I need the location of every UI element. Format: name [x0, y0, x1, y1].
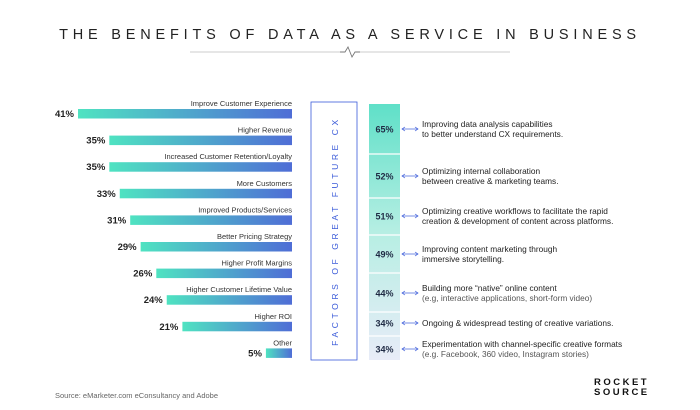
bar-10 [265, 348, 292, 358]
bar-value-label-6: 29% [118, 242, 138, 253]
connector-left-arrow-icon [401, 290, 406, 296]
factor-value-2: 52% [375, 172, 393, 182]
factors-value-band [369, 104, 400, 360]
bar-value-label-10: 5% [248, 348, 262, 359]
bar-category-label-4: More Customers [237, 179, 293, 188]
bar-value-label-1: 41% [55, 109, 75, 120]
connector-left-arrow-icon [401, 173, 406, 179]
bar-3 [109, 162, 292, 172]
bar-6 [140, 242, 292, 252]
bar-8 [166, 295, 292, 305]
factor-description-2: Optimizing internal collaboration between… [422, 166, 559, 187]
factor-description-7: Experimentation with channel-specific cr… [422, 339, 622, 360]
bar-category-label-3: Increased Customer Retention/Loyalty [164, 152, 292, 161]
factor-6-line1: Ongoing & widespread testing of creative… [422, 317, 614, 328]
source-note: Source: eMarketer.com eConsultancy and A… [55, 391, 219, 400]
bar-value-label-7: 26% [133, 269, 153, 280]
factor-2-line2: between creative & marketing teams. [422, 176, 559, 186]
factor-description-1: Improving data analysis capabilities to b… [422, 119, 563, 140]
connector-right-arrow-icon [414, 126, 419, 132]
factor-description-6: Ongoing & widespread testing of creative… [422, 318, 613, 329]
factor-1-line2: to better understand CX requirements. [422, 129, 564, 139]
bar-value-label-4: 33% [97, 189, 117, 200]
factor-value-1: 65% [375, 125, 393, 135]
bar-value-label-8: 24% [144, 295, 164, 306]
connector-right-arrow-icon [414, 213, 419, 219]
factor-5-line1: Building more “native” online content [422, 282, 557, 293]
bar-category-label-8: Higher Customer Lifetime Value [186, 285, 292, 294]
connector-right-arrow-icon [414, 251, 419, 257]
factor-value-7: 34% [375, 345, 393, 355]
rocketsource-logo: ROCKET SOURCE [594, 378, 650, 398]
bar-value-label-5: 31% [107, 215, 127, 226]
logo-line-1: ROCKET [594, 377, 650, 388]
factor-description-3: Optimizing creative workflows to facilit… [422, 206, 613, 227]
bar-category-label-1: Improve Customer Experience [191, 99, 292, 108]
connector-right-arrow-icon [414, 320, 419, 326]
factor-7-line1: Experimentation with channel-specific cr… [422, 338, 623, 349]
connector-left-arrow-icon [401, 213, 406, 219]
connector-right-arrow-icon [414, 173, 419, 179]
factor-description-4: Improving content marketing through immer… [422, 244, 557, 265]
bar-value-label-9: 21% [159, 322, 179, 333]
connector-left-arrow-icon [401, 320, 406, 326]
factor-description-5: Building more “native” online content (e.… [422, 283, 592, 304]
factor-3-line1: Optimizing creative workflows to facilit… [422, 205, 608, 216]
factor-value-4: 49% [375, 250, 393, 260]
title-divider-pulse [190, 45, 510, 59]
bar-category-label-6: Better Pricing Strategy [217, 232, 292, 241]
factor-value-3: 51% [375, 212, 393, 222]
factor-4-line2: immersive storytelling. [422, 254, 505, 264]
connector-left-arrow-icon [401, 346, 406, 352]
factor-2-line1: Optimizing internal collaboration [422, 165, 541, 176]
bar-value-label-2: 35% [86, 136, 106, 147]
factor-1-line1: Improving data analysis capabilities [422, 118, 553, 129]
connector-right-arrow-icon [414, 346, 419, 352]
bar-category-label-9: Higher ROI [254, 312, 292, 321]
factor-7-sub: (e.g. Facebook, 360 video, Instagram sto… [422, 349, 589, 359]
logo-line-2: SOURCE [594, 387, 650, 398]
bar-7 [156, 268, 292, 279]
factor-3-line2: creation & development of content across… [422, 216, 614, 226]
bar-9 [182, 321, 292, 332]
factor-5-sub: (e.g, interactive applications, short-fo… [422, 293, 593, 303]
bar-category-label-5: Improved Products/Services [198, 205, 292, 214]
factor-value-5: 44% [375, 289, 393, 299]
bar-2 [109, 135, 292, 146]
bar-category-label-7: Higher Profit Margins [222, 259, 293, 268]
factors-vertical-label: FACTORS OF GREAT FUTURE CX [330, 116, 340, 346]
factors-label-box [310, 101, 358, 361]
connector-left-arrow-icon [401, 251, 406, 257]
bar-5 [130, 215, 292, 225]
bar-4 [119, 188, 292, 199]
bar-value-label-3: 35% [86, 162, 106, 173]
factor-value-6: 34% [375, 319, 393, 329]
factor-4-line1: Improving content marketing through [422, 243, 558, 254]
bar-1 [78, 109, 292, 119]
connector-left-arrow-icon [401, 126, 406, 132]
bar-category-label-2: Higher Revenue [238, 126, 292, 135]
connector-right-arrow-icon [414, 290, 419, 296]
bar-category-label-10: Other [273, 338, 292, 347]
chart-title: THE BENEFITS OF DATA AS A SERVICE IN BUS… [59, 27, 641, 43]
